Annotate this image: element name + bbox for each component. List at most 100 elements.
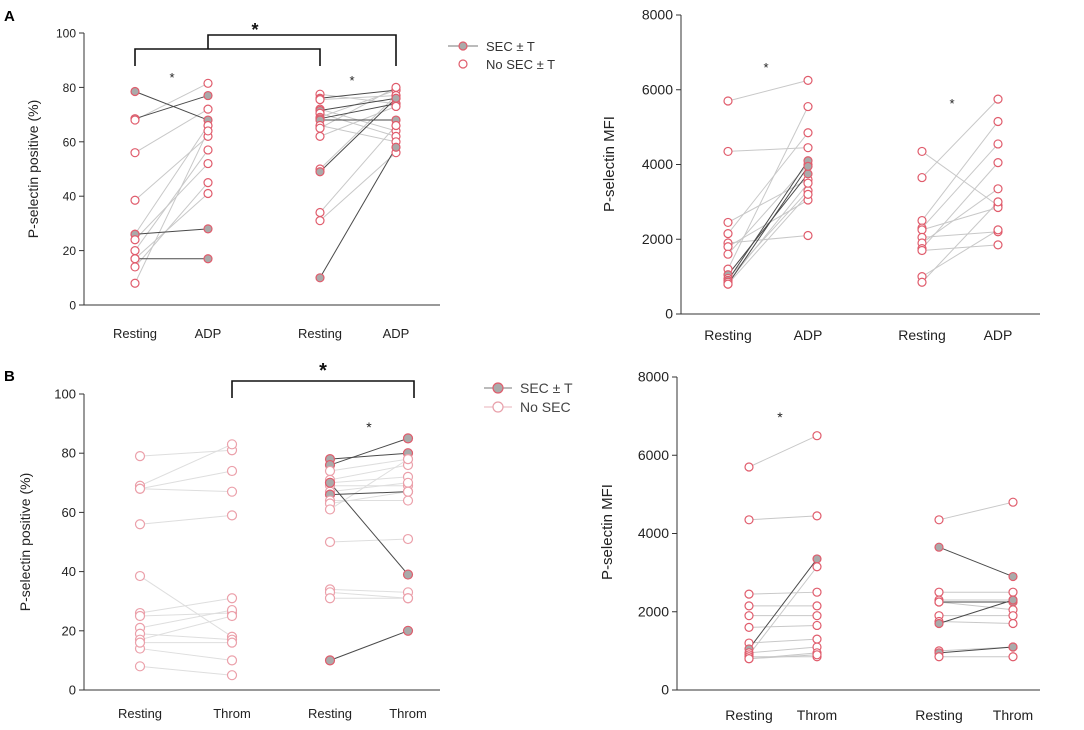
- data-point: [134, 661, 146, 672]
- data-point: [803, 75, 813, 86]
- data-point: [315, 95, 325, 105]
- pair-line: [139, 665, 233, 676]
- y-tick-label: 4000: [638, 525, 669, 541]
- y-axis-label: P-selectin MFI: [599, 484, 616, 580]
- pair-line: [727, 190, 809, 279]
- x-category-label: Throm: [993, 707, 1033, 723]
- data-point: [130, 195, 140, 205]
- data-point: [402, 533, 414, 545]
- data-point: [812, 554, 822, 564]
- data-point: [226, 510, 238, 521]
- y-tick-label: 4000: [642, 156, 673, 172]
- legend-a-no-sec-marker: [458, 59, 468, 69]
- y-tick-label: 6000: [638, 447, 669, 463]
- x-category-label: ADP: [794, 327, 823, 343]
- pair-line: [727, 166, 809, 285]
- data-point: [315, 273, 325, 283]
- data-point: [130, 148, 140, 158]
- significance-bracket: [231, 380, 415, 398]
- legend-a-no-sec-label: No SEC ± T: [486, 57, 555, 72]
- data-point: [993, 116, 1003, 127]
- data-point: [1008, 611, 1018, 621]
- pair-line: [938, 599, 1014, 624]
- legend-b-sec-label: SEC ± T: [520, 380, 573, 396]
- data-point: [134, 451, 146, 462]
- pair-line: [329, 482, 409, 493]
- pair-line: [134, 91, 209, 121]
- data-point: [1008, 618, 1018, 629]
- pair-line: [727, 182, 809, 283]
- legend-b-no-sec-label: No SEC: [520, 399, 571, 415]
- pair-line: [329, 437, 409, 466]
- x-category-label: Resting: [298, 326, 342, 341]
- data-point: [130, 262, 140, 272]
- data-point: [934, 587, 944, 597]
- pair-line: [727, 132, 809, 234]
- data-point: [993, 197, 1003, 207]
- data-point: [934, 597, 944, 607]
- pair-line: [134, 130, 209, 284]
- x-category-label: ADP: [383, 326, 410, 341]
- data-point: [203, 126, 213, 136]
- data-point: [324, 536, 336, 548]
- data-point: [812, 620, 822, 631]
- y-tick-label: 6000: [642, 81, 673, 97]
- data-point: [723, 229, 733, 239]
- bracket-star: *: [319, 360, 327, 382]
- data-point: [130, 115, 140, 125]
- significance-star: *: [763, 60, 768, 75]
- pair-line: [319, 112, 397, 137]
- y-tick-label: 80: [63, 81, 77, 95]
- y-axis-label: P-selectin positive (%): [17, 473, 33, 612]
- pair-line: [134, 125, 209, 235]
- y-tick-label: 8000: [642, 7, 673, 23]
- data-point: [130, 254, 140, 264]
- data-point: [226, 439, 238, 450]
- y-tick-label: 60: [62, 505, 76, 520]
- x-category-label: ADP: [984, 327, 1013, 343]
- data-point: [803, 143, 813, 153]
- data-point: [203, 188, 213, 199]
- pair-line: [319, 97, 397, 112]
- y-tick-label: 2000: [638, 603, 669, 619]
- chart-b-left: 0 20 40 60 80 100 P-selectin positive (%) Resti…: [17, 360, 440, 721]
- data-point: [203, 78, 213, 88]
- pair-line: [139, 470, 233, 490]
- data-point: [803, 169, 813, 179]
- data-point: [402, 433, 414, 444]
- pair-line: [329, 491, 409, 496]
- pair-line: [748, 558, 818, 650]
- data-point: [203, 254, 213, 264]
- data-point: [744, 654, 754, 664]
- pair-line: [319, 86, 397, 129]
- pair-line: [134, 193, 209, 260]
- data-point: [324, 465, 336, 477]
- data-point: [993, 158, 1003, 168]
- pair-line: [139, 615, 233, 641]
- y-tick-label: 0: [661, 682, 669, 698]
- y-tick-label: 2000: [642, 231, 673, 247]
- pair-line: [139, 633, 233, 641]
- pair-line: [319, 95, 397, 101]
- y-axis-label: P-selectin MFI: [601, 116, 618, 212]
- x-category-label: Resting: [308, 706, 352, 721]
- data-point: [315, 167, 325, 177]
- x-category-label: Throm: [389, 706, 427, 721]
- panel-label-a: A: [4, 8, 15, 25]
- chart-a-left: 0 20 40 60 80 100 P-selectin positive (%) Resti…: [25, 20, 440, 341]
- pair-line: [319, 97, 397, 173]
- data-point: [812, 601, 822, 611]
- pair-line: [139, 609, 233, 629]
- data-point: [993, 94, 1003, 104]
- x-category-label: Resting: [915, 707, 962, 723]
- pair-line: [319, 103, 397, 120]
- data-point: [226, 637, 238, 648]
- pair-line: [139, 514, 233, 525]
- x-category-label: Resting: [898, 327, 945, 343]
- pair-line: [727, 106, 809, 270]
- data-point: [203, 158, 213, 169]
- pair-line: [319, 125, 397, 213]
- pair-line: [748, 515, 818, 521]
- x-category-label: Resting: [113, 326, 157, 341]
- data-point: [917, 146, 927, 157]
